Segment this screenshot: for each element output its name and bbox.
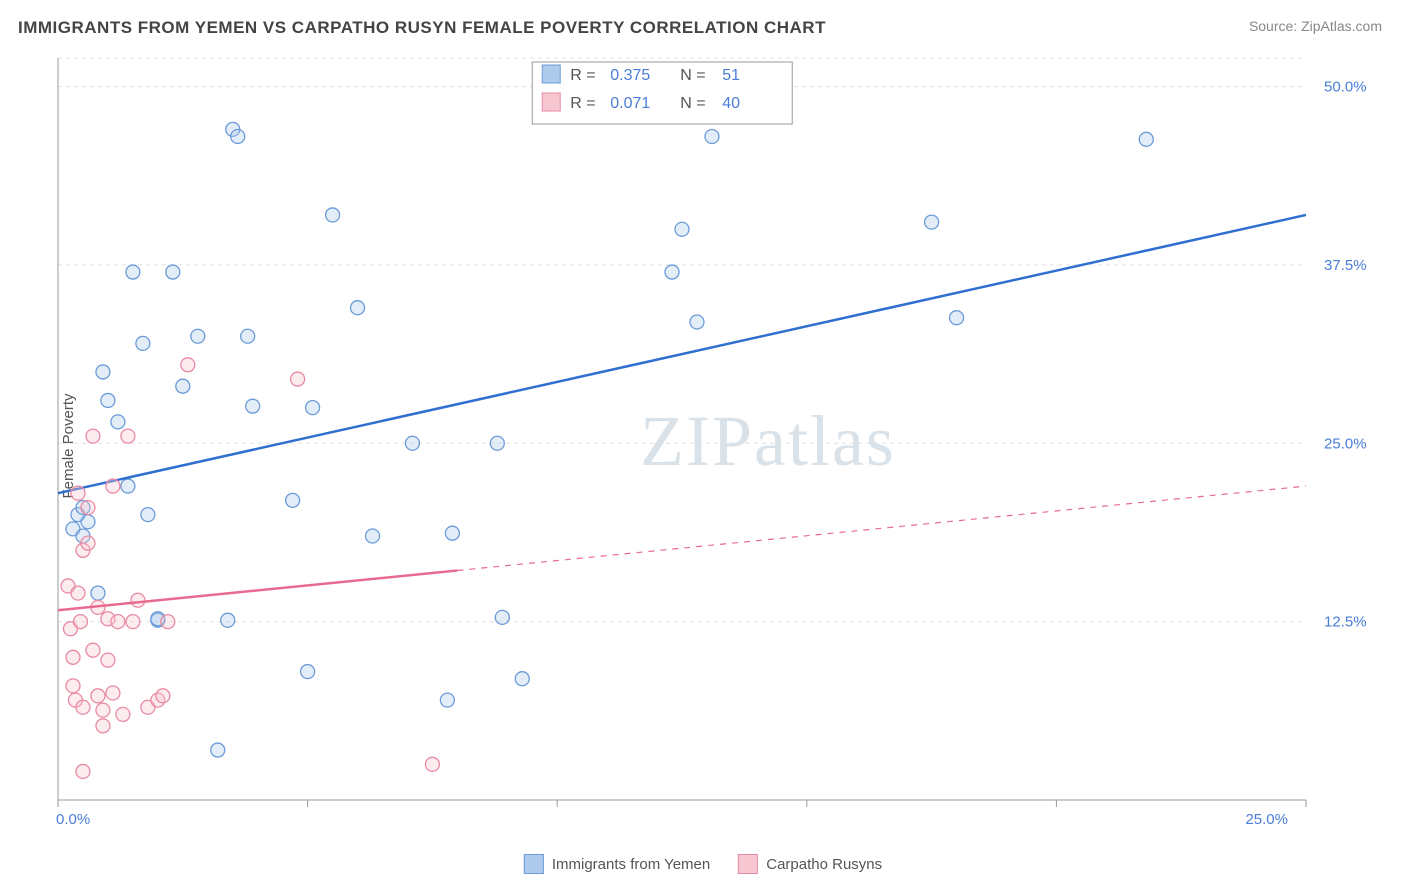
scatter-point	[81, 536, 95, 550]
scatter-point	[286, 493, 300, 507]
scatter-point	[71, 486, 85, 500]
scatter-point	[425, 757, 439, 771]
scatter-point	[291, 372, 305, 386]
swatch-icon	[542, 93, 560, 111]
scatter-point	[76, 764, 90, 778]
x-tick-label: 0.0%	[56, 811, 90, 828]
scatter-point	[495, 610, 509, 624]
scatter-point	[156, 689, 170, 703]
scatter-point	[96, 703, 110, 717]
scatter-point	[690, 315, 704, 329]
scatter-point	[490, 436, 504, 450]
stat-n-value: 51	[722, 67, 740, 84]
scatter-point	[116, 707, 130, 721]
y-tick-label: 12.5%	[1324, 614, 1367, 631]
scatter-point	[91, 689, 105, 703]
legend-label: Immigrants from Yemen	[552, 856, 710, 873]
scatter-point	[515, 672, 529, 686]
scatter-point	[351, 301, 365, 315]
scatter-point	[121, 479, 135, 493]
scatter-point	[326, 208, 340, 222]
y-tick-label: 25.0%	[1324, 435, 1367, 452]
scatter-point	[950, 311, 964, 325]
scatter-point	[445, 526, 459, 540]
scatter-point	[101, 393, 115, 407]
scatter-point	[675, 222, 689, 236]
scatter-point	[131, 593, 145, 607]
scatter-point	[136, 336, 150, 350]
scatter-point	[106, 479, 120, 493]
scatter-point	[96, 365, 110, 379]
scatter-point	[86, 429, 100, 443]
scatter-point	[440, 693, 454, 707]
stat-r-label: R =	[570, 67, 595, 84]
scatter-point	[166, 265, 180, 279]
scatter-point	[211, 743, 225, 757]
swatch-icon	[524, 854, 544, 874]
stat-n-value: 40	[722, 95, 740, 112]
regression-line-extrap	[457, 486, 1306, 570]
scatter-point	[161, 615, 175, 629]
scatter-point	[126, 265, 140, 279]
scatter-point	[221, 613, 235, 627]
legend-item-rusyn: Carpatho Rusyns	[738, 854, 882, 874]
y-tick-label: 37.5%	[1324, 257, 1367, 274]
scatter-point	[91, 586, 105, 600]
scatter-point	[96, 719, 110, 733]
scatter-point	[76, 700, 90, 714]
legend-bottom: Immigrants from Yemen Carpatho Rusyns	[524, 854, 882, 874]
scatter-point	[231, 129, 245, 143]
source-label: Source: ZipAtlas.com	[1249, 18, 1382, 34]
regression-line	[58, 570, 457, 610]
scatter-point	[241, 329, 255, 343]
scatter-plot: 12.5% 25.0% 37.5% 50.0% 0.0% 25.0% R = 0.375 N =…	[50, 50, 1386, 832]
scatter-point	[191, 329, 205, 343]
swatch-icon	[542, 65, 560, 83]
scatter-point	[365, 529, 379, 543]
scatter-point	[301, 665, 315, 679]
scatter-point	[141, 508, 155, 522]
scatter-point	[73, 615, 87, 629]
regression-line	[58, 215, 1306, 493]
x-tick-label: 25.0%	[1245, 811, 1288, 828]
scatter-point	[101, 653, 115, 667]
scatter-point	[71, 586, 85, 600]
scatter-point	[81, 515, 95, 529]
scatter-point	[1139, 132, 1153, 146]
scatter-point	[665, 265, 679, 279]
chart-title: IMMIGRANTS FROM YEMEN VS CARPATHO RUSYN …	[18, 18, 826, 38]
scatter-point	[176, 379, 190, 393]
scatter-point	[246, 399, 260, 413]
scatter-point	[86, 643, 100, 657]
scatter-point	[705, 129, 719, 143]
stat-r-value: 0.375	[610, 67, 650, 84]
stat-n-label: N =	[680, 67, 705, 84]
scatter-point	[405, 436, 419, 450]
scatter-point	[181, 358, 195, 372]
scatter-point	[121, 429, 135, 443]
legend-label: Carpatho Rusyns	[766, 856, 882, 873]
scatter-point	[306, 401, 320, 415]
scatter-point	[111, 615, 125, 629]
stat-n-label: N =	[680, 95, 705, 112]
stat-r-label: R =	[570, 95, 595, 112]
y-tick-label: 50.0%	[1324, 79, 1367, 96]
scatter-point	[126, 615, 140, 629]
scatter-point	[106, 686, 120, 700]
swatch-icon	[738, 854, 758, 874]
scatter-point	[111, 415, 125, 429]
scatter-point	[81, 500, 95, 514]
scatter-point	[66, 650, 80, 664]
stat-r-value: 0.071	[610, 95, 650, 112]
scatter-point	[925, 215, 939, 229]
legend-item-yemen: Immigrants from Yemen	[524, 854, 710, 874]
scatter-point	[66, 679, 80, 693]
